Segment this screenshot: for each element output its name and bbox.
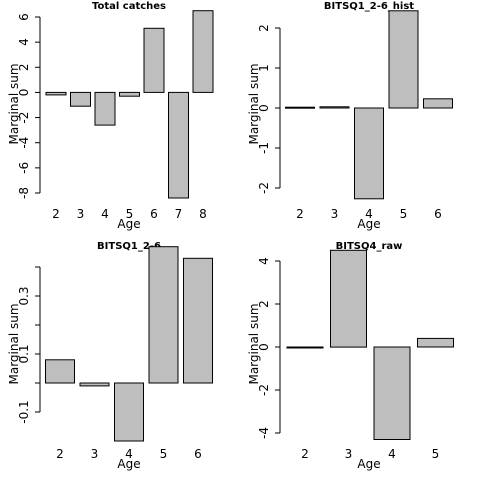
bars	[45, 246, 213, 442]
x-tick-label: 6	[434, 207, 442, 221]
x-tick-label: 3	[91, 447, 99, 461]
x-tick-label: 5	[400, 207, 408, 221]
x-tick-label: 4	[388, 447, 396, 461]
x-tick-label: 2	[301, 447, 309, 461]
y-tick-label: -4	[17, 137, 31, 149]
panel-title: Total catches	[92, 1, 166, 12]
bar-age-7	[168, 91, 189, 199]
bar-age-4	[354, 107, 384, 200]
x-tick-label: 2	[296, 207, 304, 221]
x-tick-label: 2	[56, 447, 64, 461]
bar-age-6	[423, 98, 453, 109]
y-tick-label: 0	[17, 89, 31, 97]
y-axis-label: Marginal sum	[247, 303, 261, 384]
y-tick-label: -2	[257, 384, 271, 396]
bar-age-6	[143, 27, 165, 93]
y-tick-label: -0.1	[17, 400, 31, 423]
panel-title: BITSQ4_raw	[336, 241, 403, 252]
y-tick-label: 4	[257, 257, 271, 265]
y-tick-label: 6	[17, 13, 31, 21]
bars	[286, 249, 454, 440]
y-tick-label: -8	[17, 187, 31, 199]
x-axis-label: Age	[117, 217, 140, 231]
y-tick-label: 2	[17, 63, 31, 71]
bar-age-2	[286, 346, 324, 349]
bar-age-2	[45, 91, 67, 96]
y-tick-label: -6	[17, 162, 31, 174]
panel-bitsq4-raw: BITSQ4_raw Age Marginal sum -4 -2 0 2 4 2 3 4 5	[247, 241, 454, 471]
bars	[45, 10, 214, 199]
bar-age-2	[285, 106, 315, 109]
x-tick-label: 5	[126, 207, 134, 221]
bar-age-4	[373, 346, 411, 440]
x-tick-label: 2	[52, 207, 60, 221]
y-axis: -8 -6 -4 -2 0 2 4 6	[17, 13, 41, 199]
bar-age-4	[94, 91, 116, 126]
y-tick-label: 0	[257, 104, 271, 112]
x-tick-labels: 2 3 4 5	[301, 447, 439, 461]
bar-age-8	[192, 10, 214, 93]
panel-title: BITSQ1_2-6_hist	[324, 1, 414, 12]
y-axis-label: Marginal sum	[247, 63, 261, 144]
y-axis-label: Marginal sum	[7, 303, 21, 384]
x-tick-label: 6	[150, 207, 158, 221]
bar-age-3	[79, 382, 110, 387]
x-tick-label: 6	[194, 447, 202, 461]
x-tick-label: 3	[345, 447, 353, 461]
y-tick-label: 4	[17, 38, 31, 46]
panel-total-catches: Total catches Age Marginal sum -8 -6 -4 -2 0…	[7, 1, 214, 231]
x-axis-label: Age	[117, 457, 140, 471]
y-tick-label: 0.1	[17, 344, 31, 363]
panel-bitsq1-2-6-hist: BITSQ1_2-6_hist Age Marginal sum -2 -1 0 1 2…	[247, 1, 453, 231]
bar-age-3	[319, 106, 350, 109]
x-tick-label: 5	[432, 447, 440, 461]
x-tick-labels: 2 3 4 5 6	[56, 447, 202, 461]
x-tick-label: 7	[175, 207, 183, 221]
y-tick-label: 1	[257, 64, 271, 72]
y-axis: -4 -2 0 2 4	[257, 257, 281, 439]
bar-age-6	[183, 257, 213, 384]
x-tick-labels: 2 3 4 5 6 7 8	[52, 207, 207, 221]
x-tick-label: 3	[331, 207, 339, 221]
bar-age-5	[119, 91, 140, 97]
y-tick-label: -4	[257, 427, 271, 439]
x-tick-label: 4	[101, 207, 109, 221]
x-tick-labels: 2 3 4 5 6	[296, 207, 442, 221]
y-tick-label: 2	[257, 24, 271, 32]
bar-age-3	[330, 249, 367, 348]
x-tick-label: 8	[199, 207, 207, 221]
y-tick-label: -2	[257, 182, 271, 194]
y-tick-label: -1	[257, 142, 271, 154]
x-tick-label: 5	[160, 447, 168, 461]
x-tick-label: 4	[365, 207, 373, 221]
y-tick-label: 0.3	[17, 286, 31, 305]
bars	[285, 10, 453, 200]
bar-age-2	[45, 359, 75, 384]
y-tick-label: -2	[17, 112, 31, 124]
bar-age-5	[388, 10, 419, 109]
bar-age-5	[417, 337, 454, 348]
y-axis: -0.1 0.1 0.3	[17, 266, 41, 424]
y-tick-label: 0	[257, 343, 271, 351]
panel-bitsq1-2-6: BITSQ1_2-6 Age Marginal sum -0.1 0.1 0.3 2…	[7, 241, 213, 471]
x-axis-label: Age	[357, 217, 380, 231]
x-tick-label: 4	[125, 447, 133, 461]
bar-age-3	[70, 91, 91, 107]
bar-age-4	[114, 382, 144, 442]
x-tick-label: 3	[77, 207, 85, 221]
bar-age-5	[148, 246, 179, 384]
panel-title: BITSQ1_2-6	[97, 241, 161, 252]
x-axis-label: Age	[357, 457, 380, 471]
y-axis: -2 -1 0 1 2	[257, 24, 281, 194]
y-axis-label: Marginal sum	[7, 63, 21, 144]
y-tick-label: 2	[257, 300, 271, 308]
